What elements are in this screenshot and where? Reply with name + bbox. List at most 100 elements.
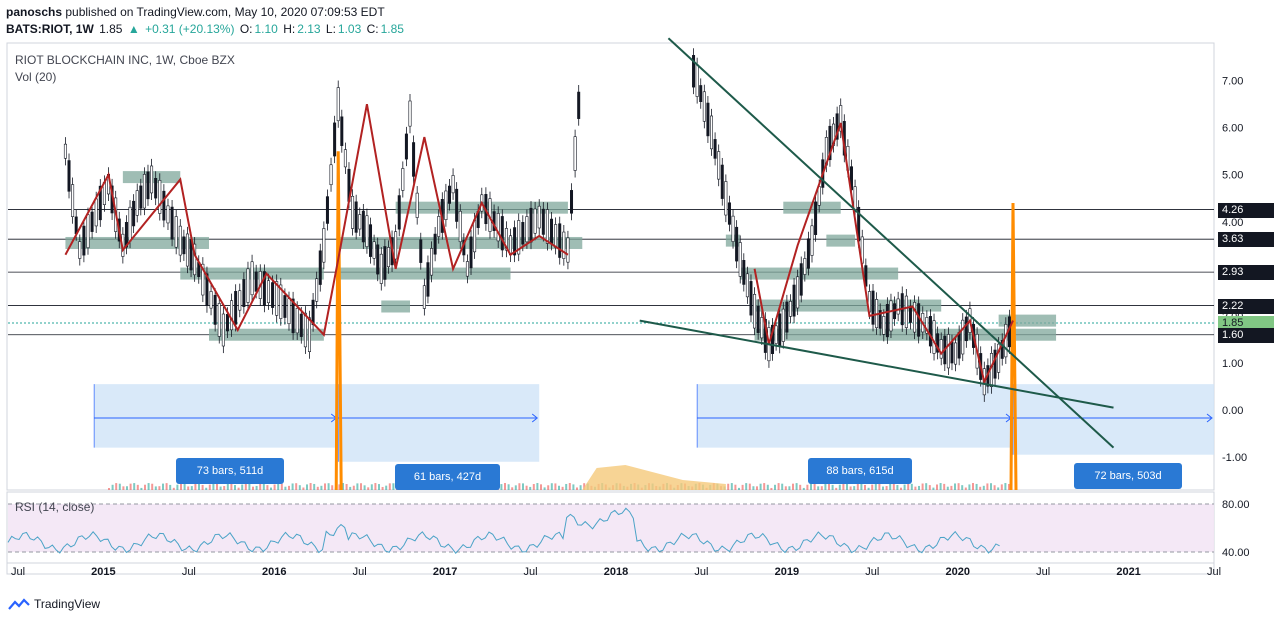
volume-bar [961,485,964,490]
volume-bar [817,486,820,490]
candle-body [174,216,178,248]
volume-bar [230,483,233,490]
candle-body [146,171,150,200]
volume-bar [511,487,514,490]
candle-body [913,302,917,333]
volume-bar [867,487,870,490]
volume-bar [529,486,532,490]
volume-bar [180,483,182,490]
time-axis-tick: 2018 [604,566,628,578]
volume-bar [237,487,240,490]
volume-bar [320,485,323,490]
candle-body [433,233,437,255]
candle-body [717,151,721,180]
volume-bar [932,487,935,490]
candle-body [291,298,295,334]
candle-body [792,284,796,317]
candle-body [329,164,333,186]
candle-body [128,206,132,242]
support-resistance-zone [338,267,511,280]
volume-bar [759,483,762,490]
candle-body [343,149,347,168]
candle-body [78,241,82,259]
candle-body [788,301,792,317]
volume-bar [118,483,121,490]
publisher-name[interactable]: panoschs [6,5,63,19]
symbol-label: BATS:RIOT, 1W [6,22,94,36]
candle-body [132,200,136,227]
candle-body [558,223,562,258]
low-value: 1.03 [337,22,362,36]
candle-body [397,195,401,230]
volume-bar [799,484,802,490]
candle-body [209,291,213,309]
candle-body [422,285,426,309]
candle-body [950,341,954,364]
volume-bar [964,487,967,490]
zigzag-line [64,103,569,337]
volume-bar [756,486,758,490]
candle-body [166,205,170,224]
volume-bar [363,485,366,490]
volume-bar [788,486,791,490]
candle-body [71,184,75,217]
volume-bar [939,483,942,490]
volume-bar [262,483,265,490]
volume-bar [108,488,110,490]
candle-body [447,185,451,204]
support-resistance-zone [754,328,1057,341]
volume-bar [914,486,917,490]
volume-bar [280,483,283,490]
candle-body [781,308,785,342]
candle-body [303,312,307,348]
volume-bar [871,484,874,490]
volume-bar [169,484,172,490]
volume-bar [986,483,989,490]
candle-body [828,125,832,161]
volume-bar [158,486,161,490]
candle-body [394,231,398,260]
trendline [667,37,1115,449]
rsi-pane-title: RSI (14, close) [15,500,95,514]
candle-body [372,241,376,259]
candle-body [853,186,857,211]
candle-body [545,209,549,244]
candle-body [537,205,541,229]
price-axis-tick: 6.00 [1222,123,1243,135]
volume-bar [183,483,186,490]
candle-body [706,102,710,137]
candle-body [513,227,517,256]
candle-body [925,317,929,334]
volume-bar [795,483,798,490]
time-axis-tick: 2017 [433,566,457,578]
price-axis-tick: 7.00 [1222,76,1243,88]
volume-bar [144,484,146,490]
tradingview-logo[interactable]: TradingView [8,597,100,611]
volume-bar [853,486,856,490]
candle-body [961,319,965,355]
price-axis-tick: -1.00 [1222,452,1247,464]
volume-bar [738,487,740,490]
support-resistance-zone [381,300,410,313]
candle-body [67,160,71,192]
candle-body [550,218,554,244]
volume-bar [921,483,924,490]
candle-body [946,334,950,369]
volume-bar [122,486,125,490]
candle-body [724,181,728,216]
candle-body [839,105,843,132]
time-axis-tick: Jul [694,566,708,578]
candle-body [318,250,322,285]
candle-body [554,224,558,248]
volume-bar [770,487,773,490]
candle-body [814,201,818,235]
candle-body [760,317,764,339]
candle-body [415,192,419,218]
rsi-axis-tick: 80.00 [1222,499,1250,511]
time-axis-tick: 2019 [775,566,799,578]
volume-bar [525,485,528,490]
volume-bar [774,484,776,490]
volume-bar [536,483,539,490]
candle-body [1004,324,1008,358]
